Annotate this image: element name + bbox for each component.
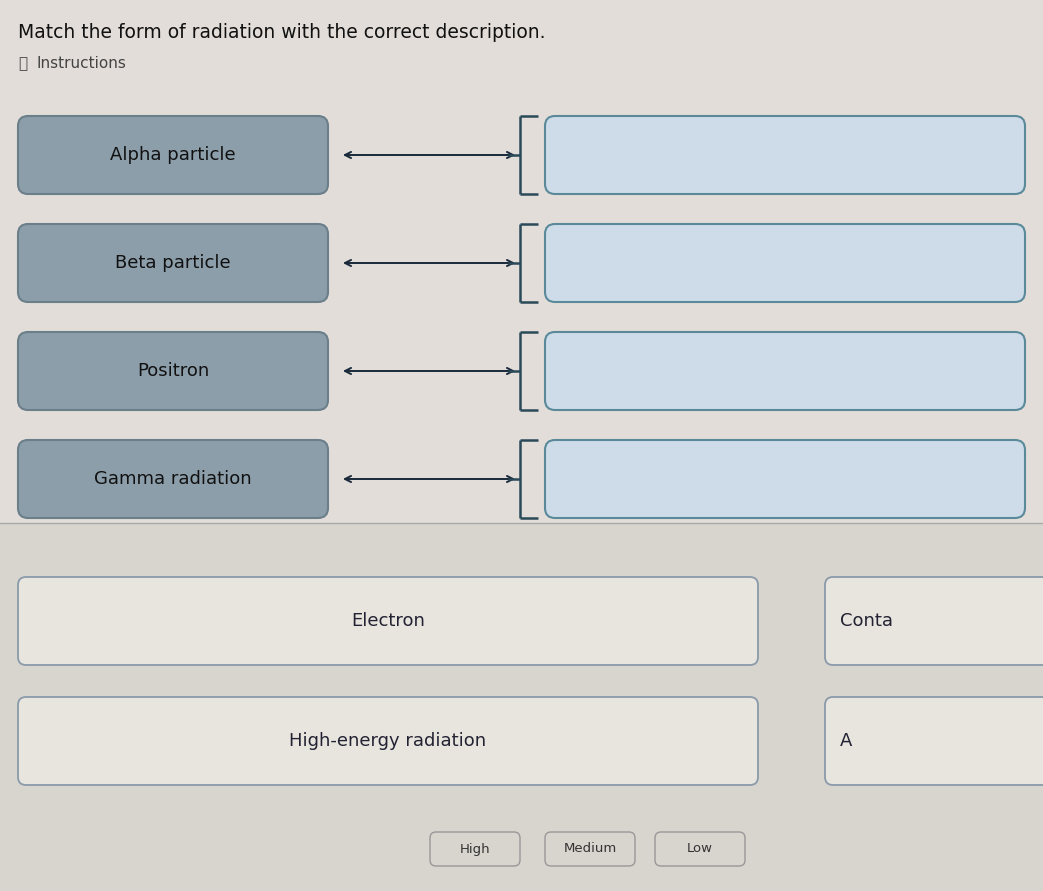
FancyBboxPatch shape: [18, 577, 758, 665]
Text: A: A: [840, 732, 852, 750]
FancyBboxPatch shape: [825, 577, 1043, 665]
FancyBboxPatch shape: [655, 832, 745, 866]
Text: Alpha particle: Alpha particle: [111, 146, 236, 164]
Text: Low: Low: [687, 843, 713, 855]
FancyBboxPatch shape: [18, 440, 328, 518]
FancyBboxPatch shape: [545, 116, 1025, 194]
FancyBboxPatch shape: [545, 224, 1025, 302]
Text: Instructions: Instructions: [37, 56, 126, 71]
FancyBboxPatch shape: [0, 523, 1043, 891]
FancyBboxPatch shape: [18, 332, 328, 410]
FancyBboxPatch shape: [545, 832, 635, 866]
Text: Medium: Medium: [563, 843, 616, 855]
FancyBboxPatch shape: [18, 116, 328, 194]
FancyBboxPatch shape: [18, 697, 758, 785]
Text: Match the form of radiation with the correct description.: Match the form of radiation with the cor…: [18, 23, 545, 42]
FancyBboxPatch shape: [18, 224, 328, 302]
Text: High: High: [460, 843, 490, 855]
Text: Conta: Conta: [840, 612, 893, 630]
Text: ⓘ: ⓘ: [18, 56, 27, 71]
Text: Gamma radiation: Gamma radiation: [94, 470, 251, 488]
FancyBboxPatch shape: [545, 332, 1025, 410]
Text: High-energy radiation: High-energy radiation: [290, 732, 487, 750]
FancyBboxPatch shape: [825, 697, 1043, 785]
FancyBboxPatch shape: [545, 440, 1025, 518]
Text: Positron: Positron: [137, 362, 210, 380]
Text: Electron: Electron: [351, 612, 425, 630]
FancyBboxPatch shape: [430, 832, 520, 866]
Text: Beta particle: Beta particle: [115, 254, 231, 272]
